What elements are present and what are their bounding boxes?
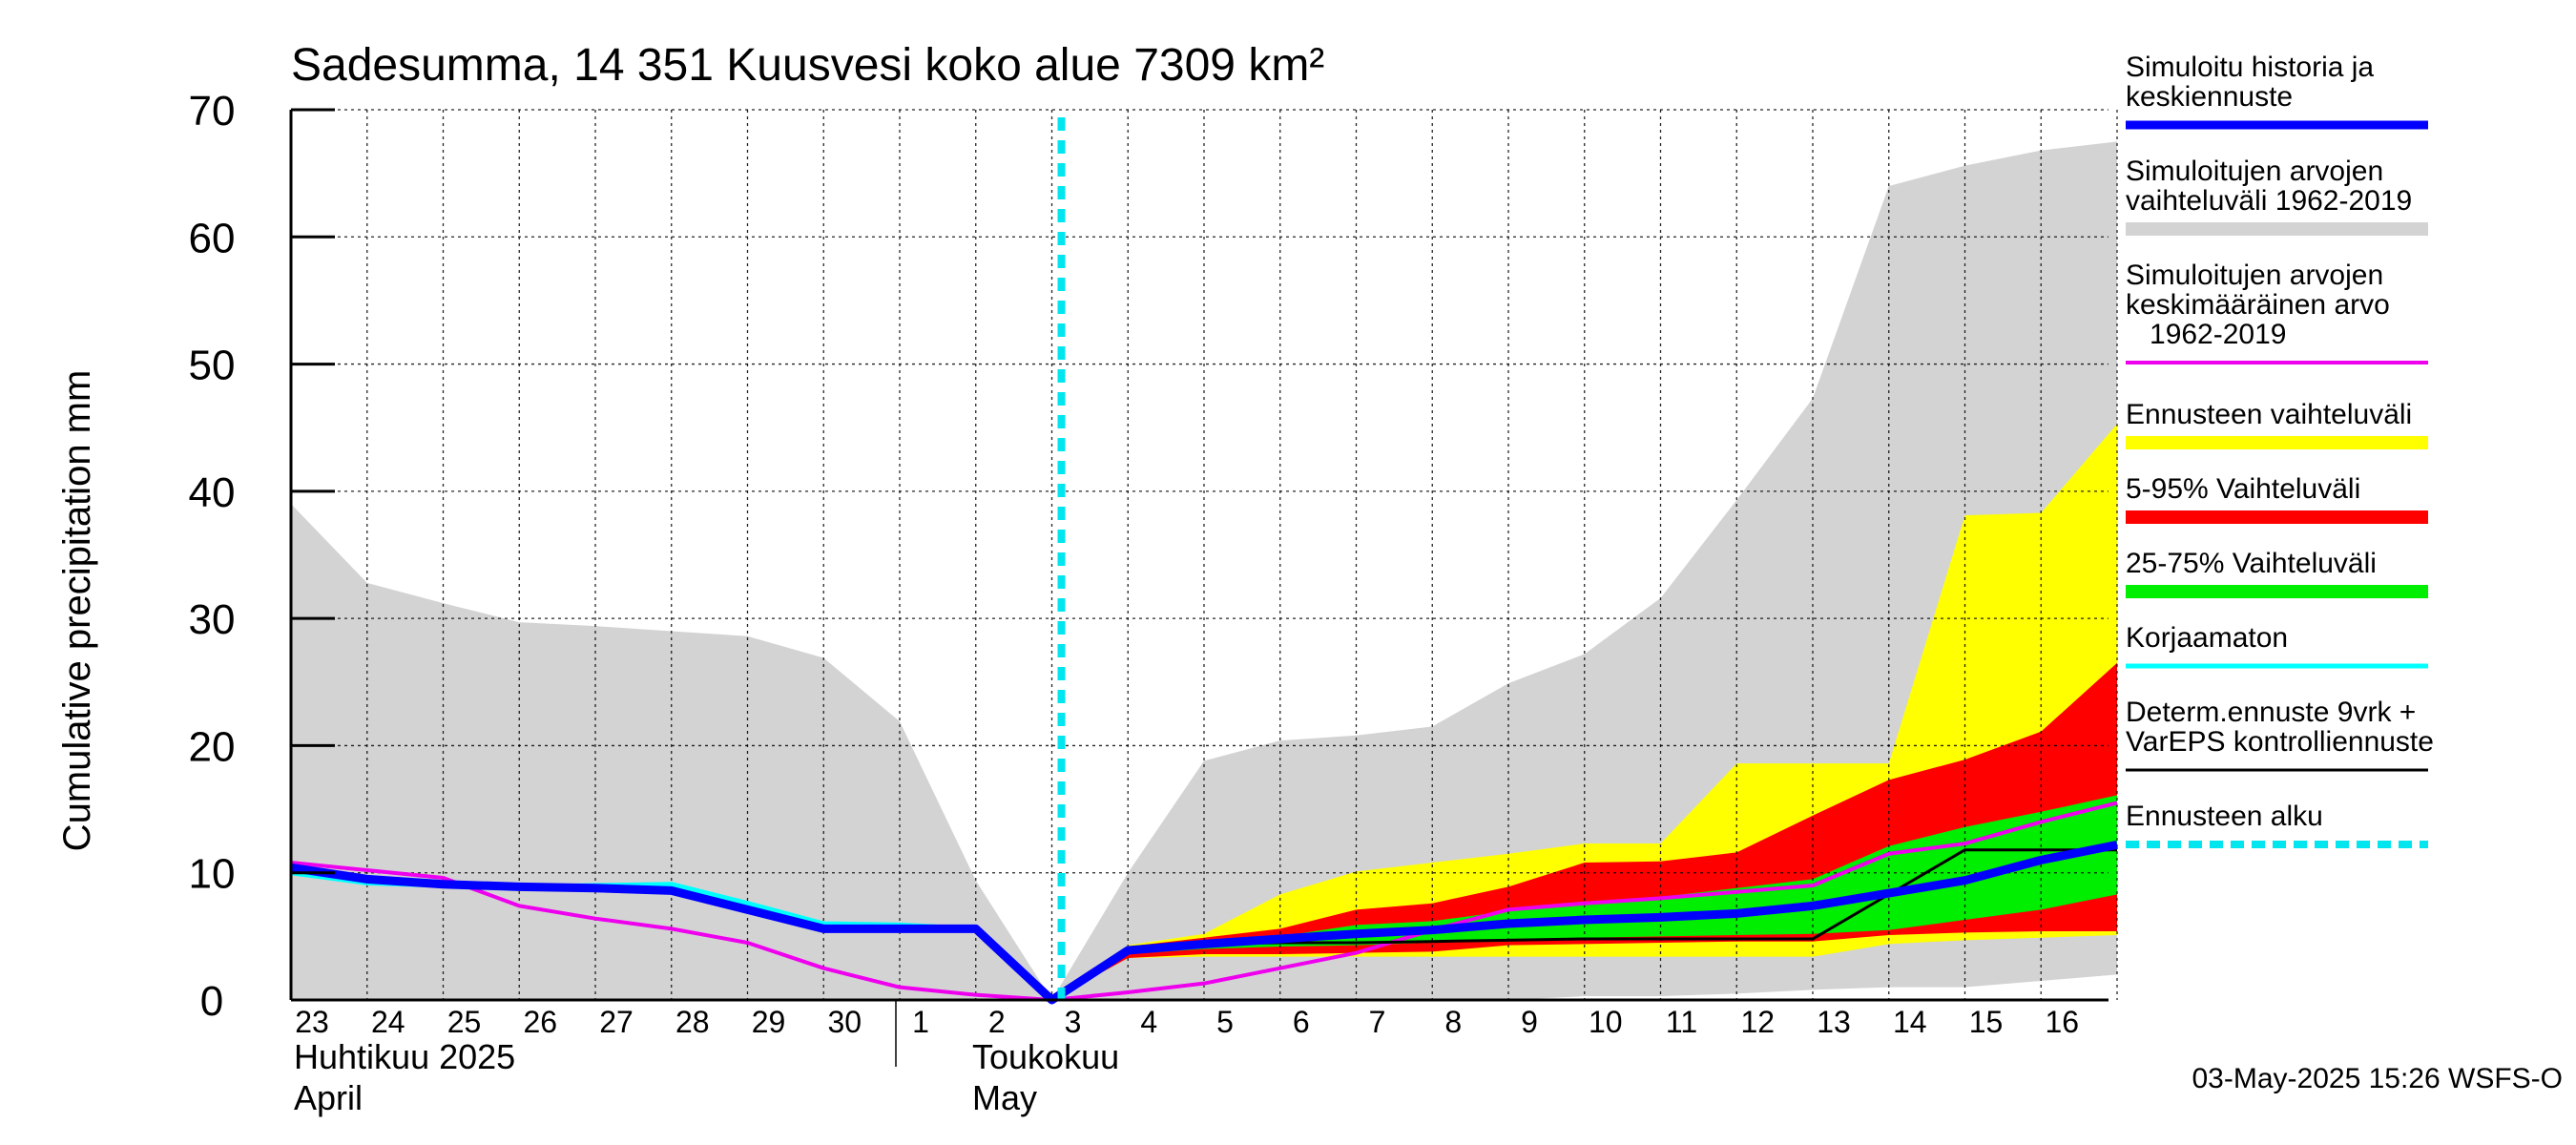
- x-tick-label: 23: [295, 1005, 329, 1039]
- series-simulated-history: [290, 840, 2118, 1005]
- x-tick-label: 13: [1817, 1005, 1851, 1039]
- series-lines-layer: [290, 117, 2118, 1005]
- y-tick-label: 70: [189, 88, 236, 135]
- x-tick-label: 25: [447, 1005, 482, 1039]
- x-tick-label: 27: [599, 1005, 634, 1039]
- legend-label-deterministic-control: Determ.ennuste 9vrk +: [2126, 697, 2416, 728]
- x-tick-label: 3: [1065, 1005, 1082, 1039]
- y-axis-title: Cumulative precipitation mm: [56, 370, 98, 852]
- legend-label-uncorrected: Korjaamaton: [2126, 622, 2288, 654]
- legend-label-simulated-history-median: keskiennuste: [2126, 81, 2293, 113]
- legend-label-forecast-start: Ennusteen alku: [2126, 801, 2323, 832]
- x-tick-label: 5: [1216, 1005, 1234, 1039]
- x-tick-label: 26: [523, 1005, 557, 1039]
- y-tick-label: 30: [189, 596, 236, 643]
- x-tick-label: 4: [1140, 1005, 1157, 1039]
- legend-label-simulated-history-median: Simuloitu historia ja: [2126, 52, 2374, 83]
- y-tick-label: 50: [189, 343, 236, 389]
- legend-label-p5-95: 5-95% Vaihteluväli: [2126, 473, 2360, 505]
- x-tick-label: 24: [371, 1005, 405, 1039]
- x-tick-label: 29: [752, 1005, 786, 1039]
- x-tick-label: 16: [2045, 1005, 2079, 1039]
- x-tick-label: 28: [675, 1005, 710, 1039]
- legend-label-range-1962-2019: vaihteluväli 1962-2019: [2126, 185, 2412, 217]
- legend-label-mean-1962-2019: keskimääräinen arvo: [2126, 289, 2390, 321]
- legend-label-deterministic-control: VarEPS kontrolliennuste: [2126, 726, 2434, 758]
- band-25-75: [1051, 795, 2117, 1000]
- x-tick-label: 10: [1589, 1005, 1623, 1039]
- x-tick-label: 15: [1969, 1005, 2004, 1039]
- x-tick-label: 9: [1521, 1005, 1538, 1039]
- x-tick-label: 6: [1293, 1005, 1310, 1039]
- x-tick-label: 1: [912, 1005, 929, 1039]
- legend-label-p25-75: 25-75% Vaihteluväli: [2126, 548, 2377, 579]
- x-tick-label: 8: [1444, 1005, 1462, 1039]
- y-tick-label: 20: [189, 723, 236, 770]
- legend-label-forecast-range: Ennusteen vaihteluväli: [2126, 399, 2412, 430]
- legend-label-range-1962-2019: Simuloitujen arvojen: [2126, 156, 2383, 187]
- x-tick-label: 12: [1740, 1005, 1775, 1039]
- x-tick-label: 11: [1666, 1005, 1697, 1039]
- month-label-april-fi: Huhtikuu 2025: [294, 1037, 515, 1076]
- legend-label-mean-1962-2019: Simuloitujen arvojen: [2126, 260, 2383, 291]
- x-tick-label: 7: [1369, 1005, 1386, 1039]
- y-tick-label: 10: [189, 851, 236, 898]
- footer-timestamp: 03-May-2025 15:26 WSFS-O: [2192, 1063, 2564, 1094]
- x-tick-label: 30: [827, 1005, 862, 1039]
- x-tick-label: 14: [1893, 1005, 1927, 1039]
- y-tick-label: 60: [189, 215, 236, 261]
- grid-layer: [291, 109, 2118, 1000]
- month-label-april-en: April: [294, 1078, 363, 1117]
- month-label-may-fi: Toukokuu: [972, 1037, 1119, 1076]
- month-label-may-en: May: [972, 1078, 1037, 1117]
- x-tick-label: 2: [988, 1005, 1006, 1039]
- legend-label-mean-1962-2019: 1962-2019: [2126, 319, 2286, 350]
- y-tick-label: 0: [200, 978, 223, 1025]
- series-mean-1962-2019: [290, 801, 2118, 1002]
- y-tick-label: 40: [189, 469, 236, 516]
- chart-title: Sadesumma, 14 351 Kuusvesi koko alue 730…: [291, 40, 1324, 91]
